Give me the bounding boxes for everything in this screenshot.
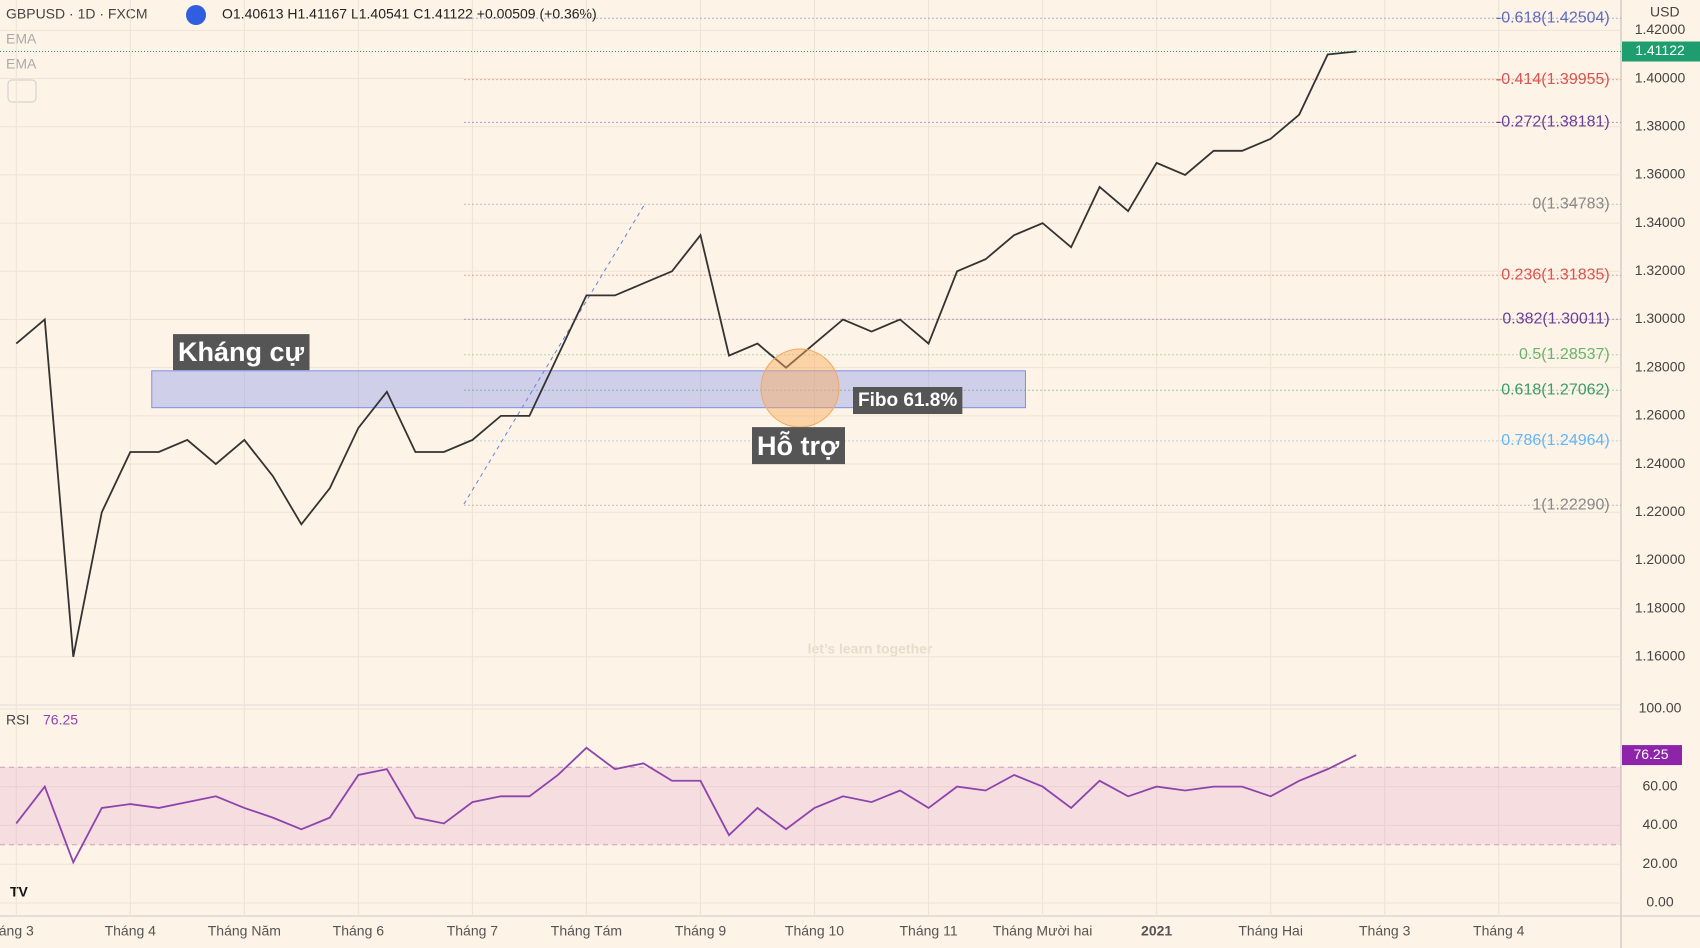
y-tick-label: 1.20000 xyxy=(1635,551,1686,567)
y-tick-label: 100.00 xyxy=(1639,700,1682,716)
y-tick-label: 1.18000 xyxy=(1635,599,1686,615)
rsi-tag-label: 76.25 xyxy=(1633,746,1668,762)
x-tick-label: 2021 xyxy=(1141,923,1172,939)
replay-icon[interactable] xyxy=(186,5,206,25)
y-tick-label: 1.38000 xyxy=(1635,117,1686,133)
y-tick-label: 1.16000 xyxy=(1635,648,1686,664)
annotation: Fibo 61.8% xyxy=(858,390,957,411)
y-tick-label: 1.28000 xyxy=(1635,358,1686,374)
y-tick-label: 1.22000 xyxy=(1635,503,1686,519)
x-tick-label: Tháng 11 xyxy=(899,923,957,939)
indicator[interactable]: EMA xyxy=(6,56,37,72)
annotation-box xyxy=(853,387,963,415)
last-price-tag xyxy=(1622,41,1700,62)
x-tick-label: Tháng 4 xyxy=(105,923,157,939)
fib-label: -0.414(1.39955) xyxy=(1496,71,1610,88)
collapse-button[interactable] xyxy=(7,79,37,103)
y-tick-label: 1.42000 xyxy=(1635,21,1686,37)
annotation: Hỗ trợ xyxy=(757,430,840,461)
fib-label: 0.786(1.24964) xyxy=(1501,432,1610,449)
fib-label: 0(1.34783) xyxy=(1532,195,1609,212)
x-tick-label: Tháng 6 xyxy=(333,923,385,939)
y-tick-label: 1.32000 xyxy=(1635,262,1686,278)
x-tick-label: Tháng 10 xyxy=(785,923,844,939)
x-tick-label: Tháng Mười hai xyxy=(993,923,1092,939)
y-tick-label: 1.30000 xyxy=(1635,310,1686,326)
fib-label: 1(1.22290) xyxy=(1532,496,1609,513)
rsi-value: 76.25 xyxy=(43,712,78,728)
x-tick-label: Tháng 4 xyxy=(1473,923,1525,939)
x-tick-label: Tháng 3 xyxy=(1359,923,1411,939)
rsi-band xyxy=(0,767,1621,845)
y-tick-label: 1.40000 xyxy=(1635,69,1686,85)
fib-trend xyxy=(463,203,646,505)
x-tick-label: Tháng Tám xyxy=(551,923,622,939)
logo: TV xyxy=(10,884,29,900)
x-tick-label: áng 3 xyxy=(0,923,34,939)
y-tick-label: 1.26000 xyxy=(1635,407,1686,423)
x-tick-label: Tháng Năm xyxy=(208,923,281,939)
x-tick-label: Tháng 7 xyxy=(447,923,499,939)
series-line xyxy=(15,50,1357,657)
fib-label: 0.618(1.27062) xyxy=(1501,381,1610,398)
annotation: Kháng cự xyxy=(178,337,305,367)
y-tick-label: 60.00 xyxy=(1642,777,1677,793)
annotation-box xyxy=(173,334,310,371)
y-tick-label: 0.00 xyxy=(1646,894,1673,910)
fib-label: -0.618(1.42504) xyxy=(1496,9,1610,26)
symbol: GBPUSD · 1D · FXCM xyxy=(6,6,148,22)
fib-label: 0.382(1.30011) xyxy=(1502,310,1609,327)
y-tick-label: 40.00 xyxy=(1642,816,1677,832)
fib-label: -0.272(1.38181) xyxy=(1496,114,1610,131)
highlight xyxy=(760,348,840,428)
watermark: let’s learn together xyxy=(808,641,933,657)
ohlc: O1.40613 H1.41167 L1.40541 C1.41122 +0.0… xyxy=(222,6,597,22)
series-line xyxy=(15,746,1357,865)
indicator[interactable]: EMA xyxy=(6,31,37,47)
y-tick-label: 1.36000 xyxy=(1635,166,1686,182)
y-tick-label: 20.00 xyxy=(1642,855,1677,871)
fib-label: 0.5(1.28537) xyxy=(1519,346,1610,363)
rsi-tag xyxy=(1622,745,1682,766)
x-tick-label: Tháng Hai xyxy=(1238,923,1303,939)
annotation-box xyxy=(752,427,845,465)
rsi-title: RSI xyxy=(6,712,29,728)
currency[interactable]: USD xyxy=(1650,4,1680,20)
last-price-label: 1.41122 xyxy=(1635,42,1685,58)
y-tick-label: 1.34000 xyxy=(1635,214,1686,230)
x-tick-label: Tháng 9 xyxy=(675,923,727,939)
y-tick-label: 1.24000 xyxy=(1635,455,1686,471)
fib-label: 0.236(1.31835) xyxy=(1501,266,1610,283)
